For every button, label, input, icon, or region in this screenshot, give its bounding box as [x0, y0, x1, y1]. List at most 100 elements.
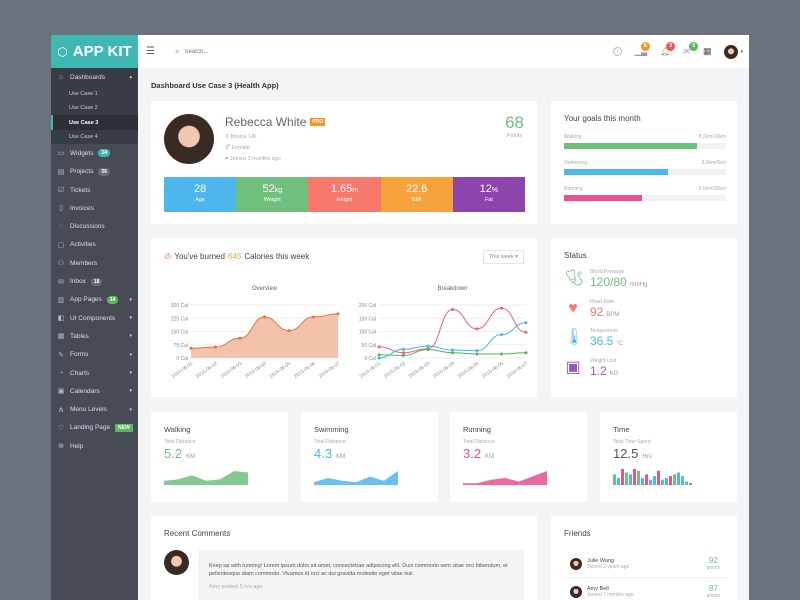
sidebar-item-forms[interactable]: ✎ Forms ▾ — [51, 346, 138, 364]
stat-label: Weight — [263, 197, 281, 203]
time-bar — [669, 476, 672, 485]
activity-card-running: Running Total Distance: 3.2 KM — [450, 412, 587, 502]
time-bar — [629, 474, 632, 485]
sidebar-item-calendars[interactable]: ▣ Calendars ▾ — [51, 382, 138, 400]
search-icon: ⌕ — [174, 46, 180, 56]
stat-age: 28 Age — [164, 177, 237, 212]
sidebar-item-invoices[interactable]: ▯ Invoices — [51, 199, 138, 217]
pages-icon: ▥ — [57, 296, 65, 304]
sidebar-badge: 56 — [98, 167, 111, 176]
activity-title: Swimming — [314, 425, 349, 434]
sidebar-item-discussions[interactable]: ◌ Discussions — [51, 217, 138, 235]
sidebar-item-projects[interactable]: ▤ Projects 56 — [51, 163, 138, 181]
sidebar-item-label: Menu Levels — [70, 406, 107, 414]
sidebar-item-landing-page[interactable]: ♡ Landing Page NEW — [51, 419, 138, 437]
time-bar-chart — [613, 469, 692, 485]
heart-icon: ♡ — [57, 424, 65, 432]
points-value: 68 — [505, 113, 524, 132]
submenu-item[interactable]: Use Case 3 — [51, 115, 138, 130]
table-icon: ▦ — [57, 333, 65, 341]
mail-icon[interactable]: ✉ 5 — [683, 42, 699, 56]
sparkline-area — [314, 471, 398, 485]
submenu-item[interactable]: Use Case 1 — [69, 90, 98, 97]
sidebar-item-label: Help — [70, 442, 84, 450]
activity-value: 5.2 — [164, 446, 183, 461]
profile-name: Rebecca White — [225, 115, 307, 129]
status-label: Temperature — [590, 328, 619, 334]
sidebar-item-ui-components[interactable]: ◧ UI Components ▾ — [51, 309, 138, 327]
goals-card: Your goals this month Walking 8.2km/10km S… — [551, 101, 737, 224]
comments-title: Recent Comments — [164, 529, 231, 538]
friend-points: 87 — [708, 584, 718, 593]
user-avatar[interactable] — [724, 44, 739, 59]
logo[interactable]: ⬡ APP KIT — [51, 35, 138, 68]
invoice-icon: ▯ — [59, 205, 63, 213]
goal-progress-bar — [564, 143, 726, 149]
sidebar-item-label: Activities — [70, 241, 96, 249]
app-window: ⬡ APP KIT ⌂ Dashboards ▴ Use Case 1 Use Case … — [51, 35, 749, 600]
inbox-icon: ✉ — [58, 278, 64, 286]
sidebar-item-tables[interactable]: ▦ Tables ▾ — [51, 327, 138, 345]
chart-icon[interactable]: ▁▃ 8 — [635, 42, 650, 56]
stat-value: 52 — [262, 183, 275, 195]
users-icon: ⚇ — [57, 260, 65, 268]
goal-running: Running 9.5km/20km — [564, 186, 726, 201]
bell-icon[interactable]: 🔔︎ 3 — [660, 42, 676, 56]
apps-grid-icon[interactable]: ▦ — [702, 46, 712, 56]
search-input[interactable] — [184, 48, 385, 55]
sidebar-item-label: Calendars — [70, 387, 100, 395]
friend-joined: Joined 7 months ago — [587, 591, 634, 598]
friend-item[interactable]: Julie Wang Joined 2 years ago 92 points — [562, 550, 726, 578]
data-point — [214, 345, 217, 349]
y-tick-label: 0 Cal — [176, 356, 188, 362]
submenu-item[interactable]: Use Case 2 — [69, 105, 98, 112]
blood-pressure-icon: 🩺︎ — [564, 270, 585, 287]
time-bar — [665, 477, 668, 485]
data-point — [287, 329, 291, 333]
chevron-down-icon: ▾ — [129, 315, 132, 322]
profile-card: Rebecca White PRO ⚲ Bristol, UK ⚥ Female… — [151, 101, 537, 224]
profile-joined: Joined 2 months ago — [229, 156, 281, 162]
sidebar-item-label: Landing Page — [70, 424, 111, 432]
menu-toggle-icon[interactable]: ☰ — [146, 46, 155, 57]
sidebar-item-tickets[interactable]: ☑ Tickets — [51, 181, 138, 199]
stat-value: 28 — [193, 183, 207, 195]
comment-text: Keep up with running! Lorem ipsum dolor … — [209, 563, 508, 577]
sidebar-item-app-pages[interactable]: ▥ App Pages 14 ▾ — [51, 291, 138, 309]
x-tick-label: 2015-06-07 — [506, 361, 530, 380]
sidebar-item-help[interactable]: ⊕ Help — [51, 437, 138, 455]
sidebar-item-menu-levels[interactable]: ⋔ Menu Levels ▾ — [51, 400, 138, 418]
chevron-down-icon: ▾ — [129, 333, 132, 340]
sidebar-item-charts[interactable]: ◔ Charts ▾ — [51, 364, 138, 382]
goal-swimming: Swimming 3.2km/5km — [564, 160, 726, 175]
sidebar-item-activities[interactable]: ▢ Activities — [51, 236, 138, 254]
series-area — [191, 313, 338, 358]
activity-card-time: Time Total Time Spent: 12.5 Hrs — [600, 412, 737, 502]
time-bar — [613, 474, 616, 485]
stat-label: Height — [336, 197, 353, 203]
data-point — [336, 312, 340, 316]
week-filter-dropdown[interactable]: This week ▾ — [482, 250, 524, 264]
y-tick-label: 200 Cal — [359, 303, 376, 309]
time-bar — [633, 469, 636, 485]
x-tick-label: 2015-06-05 — [457, 361, 481, 380]
sidebar-item-widgets[interactable]: ▭ Widgets 14 — [51, 144, 138, 162]
calories-prefix: You've burned — [174, 252, 225, 261]
info-icon[interactable]: i — [612, 47, 622, 56]
heart-icon: ♥ — [225, 156, 229, 162]
chevron-down-icon[interactable]: ▾ — [740, 48, 743, 55]
sparkline — [314, 471, 398, 485]
sidebar-item-members[interactable]: ⚇ Members — [51, 254, 138, 272]
data-point — [402, 353, 405, 357]
status-unit: BPM — [606, 311, 620, 318]
time-bar — [621, 469, 624, 485]
goal-progress-bar — [564, 195, 726, 201]
friends-card: Friends Julie Wang Joined 2 years ago 92 po… — [551, 516, 737, 600]
sidebar-item-dashboards[interactable]: ⌂ Dashboards ▴ — [51, 68, 138, 87]
submenu-item[interactable]: Use Case 4 — [69, 134, 98, 141]
goal-value: 9.5km/20km — [698, 186, 726, 192]
sidebar-item-inbox[interactable]: ✉ Inbox 18 — [51, 272, 138, 290]
status-heart-rate: ♥ Heart Rate 92 BPM — [564, 299, 647, 329]
time-bar — [673, 474, 676, 485]
friend-item[interactable]: Amy Bell Joined 7 months ago 87 points — [562, 578, 726, 600]
